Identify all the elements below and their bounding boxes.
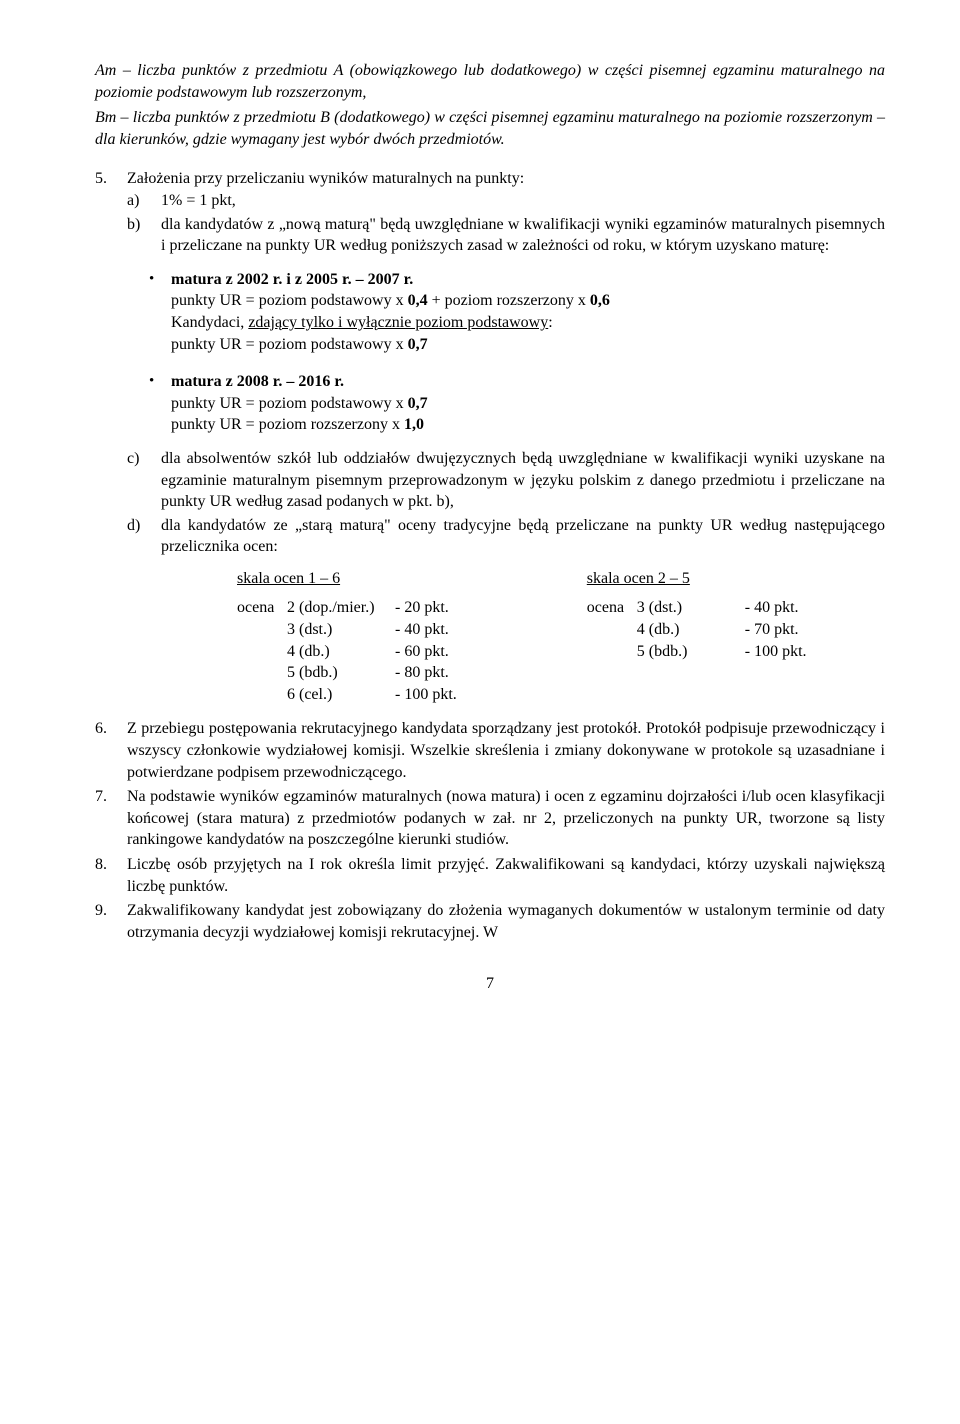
- bullet2-line1: punkty UR = poziom podstawowy x 0,7: [171, 393, 885, 415]
- bullet2-head: matura z 2008 r. – 2016 r.: [171, 371, 885, 393]
- bullet1-line2: Kandydaci, zdający tylko i wyłącznie poz…: [171, 312, 885, 334]
- item-8-text: Liczbę osób przyjętych na I rok określa …: [127, 854, 885, 897]
- bullet-icon: •: [149, 371, 171, 436]
- sub-a-text: 1% = 1 pkt,: [161, 190, 885, 212]
- intro-am: Am – liczba punktów z przedmiotu A (obow…: [95, 60, 885, 103]
- bullet1-line3: punkty UR = poziom podstawowy x 0,7: [171, 334, 885, 356]
- item-7-text: Na podstawie wyników egzaminów maturalny…: [127, 786, 885, 851]
- sub-d-letter: d): [127, 515, 161, 558]
- sub-c-letter: c): [127, 448, 161, 513]
- item-5-num: 5.: [95, 168, 127, 715]
- item-6-text: Z przebiegu postępowania rekrutacyjnego …: [127, 718, 885, 783]
- item-5: 5. Założenia przy przeliczaniu wyników m…: [95, 168, 885, 715]
- sub-a-letter: a): [127, 190, 161, 212]
- sub-d-text: dla kandydatów ze „starą maturą" oceny t…: [161, 515, 885, 558]
- grade-scales: skala ocen 1 – 6 ocena2 (dop./mier.)- 20…: [237, 568, 885, 706]
- scale-b-header: skala ocen 2 – 5: [587, 568, 807, 590]
- sub-b-letter: b): [127, 214, 161, 257]
- page-number: 7: [95, 973, 885, 995]
- scale-2-5: skala ocen 2 – 5 ocena3 (dst.)- 40 pkt. …: [587, 568, 807, 706]
- item-8-num: 8.: [95, 854, 127, 897]
- sub-c-text: dla absolwentów szkół lub oddziałów dwuj…: [161, 448, 885, 513]
- scale-a-header: skala ocen 1 – 6: [237, 568, 457, 590]
- item-9: 9. Zakwalifikowany kandydat jest zobowią…: [95, 900, 885, 943]
- scale-1-6: skala ocen 1 – 6 ocena2 (dop./mier.)- 20…: [237, 568, 457, 706]
- bullet1-head: matura z 2002 r. i z 2005 r. – 2007 r.: [171, 269, 885, 291]
- item-7: 7. Na podstawie wyników egzaminów matura…: [95, 786, 885, 851]
- sub-b-text: dla kandydatów z „nową maturą" będą uwzg…: [161, 214, 885, 257]
- bullet1-line1: punkty UR = poziom podstawowy x 0,4 + po…: [171, 290, 885, 312]
- item-8: 8. Liczbę osób przyjętych na I rok okreś…: [95, 854, 885, 897]
- item-9-num: 9.: [95, 900, 127, 943]
- item-7-num: 7.: [95, 786, 127, 851]
- bullet2-line2: punkty UR = poziom rozszerzony x 1,0: [171, 414, 885, 436]
- item-5-lead: Założenia przy przeliczaniu wyników matu…: [127, 168, 885, 190]
- bullet-icon: •: [149, 269, 171, 355]
- item-6-num: 6.: [95, 718, 127, 783]
- intro-bm: Bm – liczba punktów z przedmiotu B (doda…: [95, 107, 885, 150]
- item-9-text: Zakwalifikowany kandydat jest zobowiązan…: [127, 900, 885, 943]
- item-6: 6. Z przebiegu postępowania rekrutacyjne…: [95, 718, 885, 783]
